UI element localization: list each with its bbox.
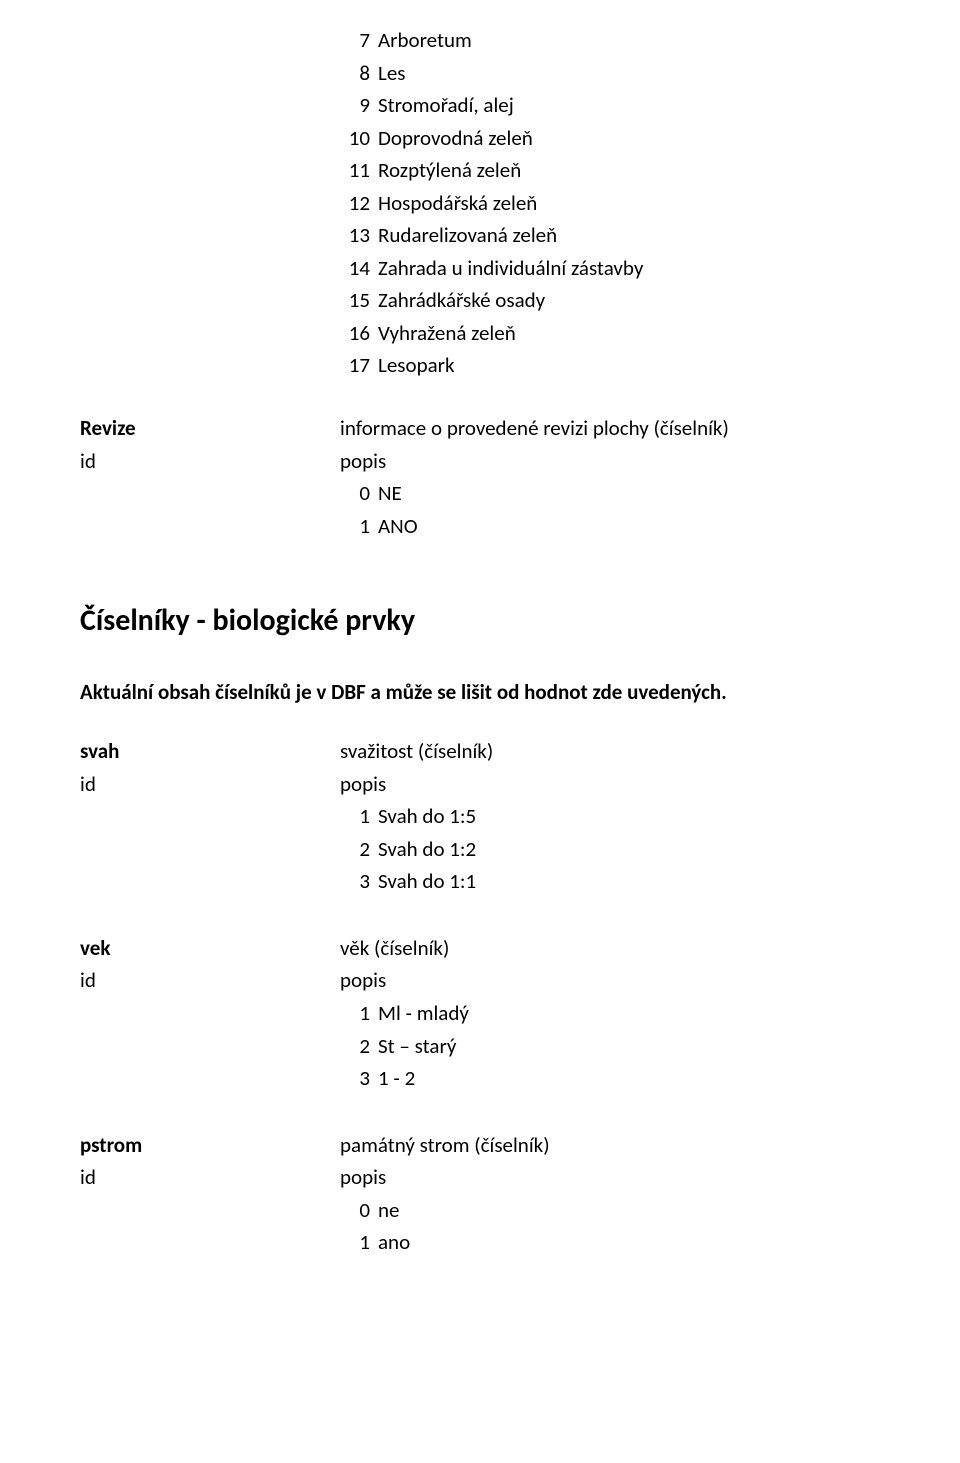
svah-desc: svažitost (číselník) bbox=[340, 735, 880, 768]
top-list-number: 8 bbox=[340, 57, 370, 90]
top-list-text: Vyhražená zeleň bbox=[378, 317, 880, 350]
revize-id-label: id bbox=[80, 445, 340, 478]
top-numbered-list: 7Arboretum8Les9Stromořadí, alej10Doprovo… bbox=[340, 24, 880, 382]
pstrom-item-number: 0 bbox=[340, 1194, 370, 1227]
revize-item-text: NE bbox=[378, 477, 880, 510]
vek-label: vek bbox=[80, 932, 340, 965]
pstrom-desc: památný strom (číselník) bbox=[340, 1129, 880, 1162]
top-list-number: 9 bbox=[340, 89, 370, 122]
top-list-row: 17Lesopark bbox=[340, 349, 880, 382]
vek-popis-label: popis bbox=[340, 964, 880, 997]
top-list-row: 11Rozptýlená zeleň bbox=[340, 154, 880, 187]
top-list-text: Lesopark bbox=[378, 349, 880, 382]
top-list-text: Zahrádkářské osady bbox=[378, 284, 880, 317]
top-list-row: 13Rudarelizovaná zeleň bbox=[340, 219, 880, 252]
vek-block: vek věk (číselník) id popis 1Ml - mladý2… bbox=[80, 932, 880, 1095]
svah-item-number: 2 bbox=[340, 833, 370, 866]
top-list-number: 14 bbox=[340, 252, 370, 285]
svah-item-row: 3Svah do 1:1 bbox=[340, 865, 880, 898]
pstrom-item-text: ne bbox=[378, 1194, 880, 1227]
top-list-number: 15 bbox=[340, 284, 370, 317]
top-list-row: 7Arboretum bbox=[340, 24, 880, 57]
document-page: 7Arboretum8Les9Stromořadí, alej10Doprovo… bbox=[0, 0, 960, 1463]
top-list-row: 16Vyhražená zeleň bbox=[340, 317, 880, 350]
top-list-row: 8Les bbox=[340, 57, 880, 90]
pstrom-item-text: ano bbox=[378, 1226, 880, 1259]
pstrom-item-row: 0ne bbox=[340, 1194, 880, 1227]
svah-id-label: id bbox=[80, 768, 340, 801]
revize-desc: informace o provedené revizi plochy (čís… bbox=[340, 412, 880, 445]
pstrom-label: pstrom bbox=[80, 1129, 340, 1162]
top-list-number: 7 bbox=[340, 24, 370, 57]
vek-desc: věk (číselník) bbox=[340, 932, 880, 965]
svah-item-row: 1Svah do 1:5 bbox=[340, 800, 880, 833]
top-list-text: Rudarelizovaná zeleň bbox=[378, 219, 880, 252]
vek-item-text: Ml - mladý bbox=[378, 997, 880, 1030]
svah-block: svah svažitost (číselník) id popis 1Svah… bbox=[80, 735, 880, 898]
top-list-text: Arboretum bbox=[378, 24, 880, 57]
revize-item-row: 1ANO bbox=[340, 510, 880, 543]
vek-item-row: 2St – starý bbox=[340, 1030, 880, 1063]
top-list-row: 14Zahrada u individuální zástavby bbox=[340, 252, 880, 285]
top-list-text: Hospodářská zeleň bbox=[378, 187, 880, 220]
revize-popis-label: popis bbox=[340, 445, 880, 478]
vek-item-text: St – starý bbox=[378, 1030, 880, 1063]
svah-popis-label: popis bbox=[340, 768, 880, 801]
vek-item-number: 3 bbox=[340, 1062, 370, 1095]
svah-item-number: 1 bbox=[340, 800, 370, 833]
svah-item-row: 2Svah do 1:2 bbox=[340, 833, 880, 866]
vek-item-row: 31 - 2 bbox=[340, 1062, 880, 1095]
revize-item-text: ANO bbox=[378, 510, 880, 543]
top-list-text: Zahrada u individuální zástavby bbox=[378, 252, 880, 285]
top-list-number: 12 bbox=[340, 187, 370, 220]
vek-id-label: id bbox=[80, 964, 340, 997]
pstrom-item-row: 1ano bbox=[340, 1226, 880, 1259]
revize-item-number: 0 bbox=[340, 477, 370, 510]
vek-item-number: 1 bbox=[340, 997, 370, 1030]
revize-item-row: 0NE bbox=[340, 477, 880, 510]
pstrom-block: pstrom památný strom (číselník) id popis… bbox=[80, 1129, 880, 1259]
pstrom-popis-label: popis bbox=[340, 1161, 880, 1194]
top-list-row: 9Stromořadí, alej bbox=[340, 89, 880, 122]
top-list-row: 10Doprovodná zeleň bbox=[340, 122, 880, 155]
top-list-number: 16 bbox=[340, 317, 370, 350]
top-list-row: 12Hospodářská zeleň bbox=[340, 187, 880, 220]
svah-item-text: Svah do 1:1 bbox=[378, 865, 880, 898]
section-heading: Číselníky - biologické prvky bbox=[80, 602, 880, 639]
top-list-text: Stromořadí, alej bbox=[378, 89, 880, 122]
svah-label: svah bbox=[80, 735, 340, 768]
svah-item-number: 3 bbox=[340, 865, 370, 898]
top-list-number: 11 bbox=[340, 154, 370, 187]
pstrom-id-label: id bbox=[80, 1161, 340, 1194]
vek-item-row: 1Ml - mladý bbox=[340, 997, 880, 1030]
top-list-number: 17 bbox=[340, 349, 370, 382]
svah-item-text: Svah do 1:5 bbox=[378, 800, 880, 833]
top-list-text: Les bbox=[378, 57, 880, 90]
revize-section: Revize id informace o provedené revizi p… bbox=[80, 412, 880, 542]
vek-item-text: 1 - 2 bbox=[378, 1062, 880, 1095]
top-list-number: 10 bbox=[340, 122, 370, 155]
top-list-number: 13 bbox=[340, 219, 370, 252]
top-list-row: 15Zahrádkářské osady bbox=[340, 284, 880, 317]
top-list-text: Rozptýlená zeleň bbox=[378, 154, 880, 187]
revize-label: Revize bbox=[80, 412, 340, 445]
revize-item-number: 1 bbox=[340, 510, 370, 543]
pstrom-item-number: 1 bbox=[340, 1226, 370, 1259]
svah-item-text: Svah do 1:2 bbox=[378, 833, 880, 866]
top-list-text: Doprovodná zeleň bbox=[378, 122, 880, 155]
section-subnote: Aktuální obsah číselníků je v DBF a může… bbox=[80, 679, 880, 705]
vek-item-number: 2 bbox=[340, 1030, 370, 1063]
